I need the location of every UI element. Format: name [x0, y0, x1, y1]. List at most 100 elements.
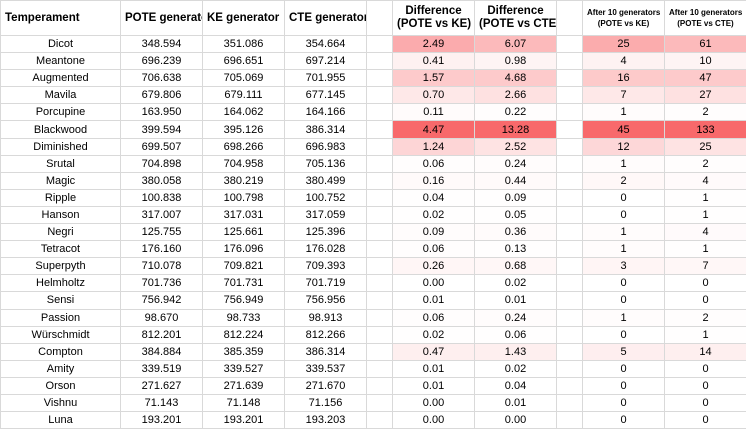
- cell-spacer-1[interactable]: [366, 137, 393, 156]
- cell-pote[interactable]: 710.078: [120, 257, 203, 276]
- cell-diff-cte[interactable]: 0.04: [474, 376, 557, 395]
- cell-spacer-2[interactable]: [556, 411, 583, 430]
- cell-cte[interactable]: 677.145: [284, 86, 367, 105]
- cell-spacer-2[interactable]: [556, 240, 583, 259]
- cell-ke[interactable]: 193.201: [202, 411, 285, 430]
- cell-diff-cte[interactable]: 0.01: [474, 291, 557, 310]
- cell-ke[interactable]: 705.069: [202, 69, 285, 88]
- cell-diff-cte[interactable]: 0.24: [474, 154, 557, 173]
- header-pote[interactable]: POTE generator: [120, 0, 203, 36]
- cell-cte[interactable]: 756.956: [284, 291, 367, 310]
- cell-cte[interactable]: 193.203: [284, 411, 367, 430]
- cell-diff-cte[interactable]: 13.28: [474, 120, 557, 139]
- cell-temperament[interactable]: Helmholtz: [0, 274, 121, 293]
- cell-diff-ke[interactable]: 0.47: [392, 342, 475, 361]
- cell-spacer-1[interactable]: [366, 52, 393, 71]
- cell-temperament[interactable]: Porcupine: [0, 103, 121, 122]
- cell-after-ke[interactable]: 1: [582, 240, 665, 259]
- cell-diff-cte[interactable]: 4.68: [474, 69, 557, 88]
- cell-after-cte[interactable]: 0: [664, 393, 746, 413]
- cell-temperament[interactable]: Passion: [0, 308, 121, 327]
- cell-diff-ke[interactable]: 0.00: [392, 411, 475, 430]
- cell-pote[interactable]: 706.638: [120, 69, 203, 88]
- cell-spacer-2[interactable]: [556, 86, 583, 105]
- cell-diff-cte[interactable]: 0.00: [474, 411, 557, 430]
- cell-ke[interactable]: 701.731: [202, 274, 285, 293]
- cell-pote[interactable]: 317.007: [120, 205, 203, 225]
- cell-ke[interactable]: 696.651: [202, 52, 285, 71]
- cell-pote[interactable]: 380.058: [120, 171, 203, 190]
- cell-spacer-2[interactable]: [556, 274, 583, 293]
- cell-ke[interactable]: 100.798: [202, 188, 285, 207]
- cell-ke[interactable]: 385.359: [202, 342, 285, 361]
- cell-after-cte[interactable]: 61: [664, 34, 746, 54]
- cell-cte[interactable]: 386.314: [284, 120, 367, 139]
- cell-diff-cte[interactable]: 2.66: [474, 86, 557, 105]
- cell-ke[interactable]: 271.639: [202, 376, 285, 395]
- cell-diff-cte[interactable]: 0.44: [474, 171, 557, 190]
- cell-cte[interactable]: 71.156: [284, 393, 367, 413]
- cell-after-cte[interactable]: 1: [664, 205, 746, 225]
- cell-spacer-1[interactable]: [366, 86, 393, 105]
- cell-after-ke[interactable]: 0: [582, 393, 665, 413]
- cell-ke[interactable]: 317.031: [202, 205, 285, 225]
- cell-pote[interactable]: 699.507: [120, 137, 203, 156]
- cell-cte[interactable]: 176.028: [284, 240, 367, 259]
- cell-temperament[interactable]: Würschmidt: [0, 325, 121, 344]
- cell-spacer-2[interactable]: [556, 69, 583, 88]
- cell-cte[interactable]: 696.983: [284, 137, 367, 156]
- cell-diff-cte[interactable]: 2.52: [474, 137, 557, 156]
- cell-after-ke[interactable]: 0: [582, 411, 665, 430]
- cell-pote[interactable]: 100.838: [120, 188, 203, 207]
- cell-pote[interactable]: 271.627: [120, 376, 203, 395]
- cell-diff-ke[interactable]: 0.09: [392, 223, 475, 242]
- cell-temperament[interactable]: Vishnu: [0, 393, 121, 413]
- cell-cte[interactable]: 339.537: [284, 359, 367, 378]
- cell-spacer-2[interactable]: [556, 120, 583, 139]
- cell-pote[interactable]: 348.594: [120, 34, 203, 54]
- cell-spacer-1[interactable]: [366, 411, 393, 430]
- cell-spacer-1[interactable]: [366, 257, 393, 276]
- cell-pote[interactable]: 812.201: [120, 325, 203, 344]
- cell-spacer-1[interactable]: [366, 103, 393, 122]
- cell-cte[interactable]: 701.719: [284, 274, 367, 293]
- cell-diff-ke[interactable]: 0.11: [392, 103, 475, 122]
- cell-after-ke[interactable]: 1: [582, 154, 665, 173]
- cell-pote[interactable]: 193.201: [120, 411, 203, 430]
- cell-spacer-2[interactable]: [556, 188, 583, 207]
- cell-diff-ke[interactable]: 0.00: [392, 274, 475, 293]
- cell-ke[interactable]: 71.148: [202, 393, 285, 413]
- cell-ke[interactable]: 704.958: [202, 154, 285, 173]
- cell-diff-ke[interactable]: 0.41: [392, 52, 475, 71]
- cell-ke[interactable]: 709.821: [202, 257, 285, 276]
- cell-diff-cte[interactable]: 1.43: [474, 342, 557, 361]
- cell-after-ke[interactable]: 45: [582, 120, 665, 139]
- cell-ke[interactable]: 164.062: [202, 103, 285, 122]
- cell-after-cte[interactable]: 14: [664, 342, 746, 361]
- cell-after-cte[interactable]: 0: [664, 274, 746, 293]
- cell-after-cte[interactable]: 0: [664, 291, 746, 310]
- cell-diff-ke[interactable]: 1.24: [392, 137, 475, 156]
- cell-after-ke[interactable]: 3: [582, 257, 665, 276]
- cell-after-cte[interactable]: 133: [664, 120, 746, 139]
- cell-spacer-2[interactable]: [556, 52, 583, 71]
- cell-after-ke[interactable]: 2: [582, 171, 665, 190]
- cell-after-ke[interactable]: 0: [582, 376, 665, 395]
- cell-ke[interactable]: 756.949: [202, 291, 285, 310]
- cell-pote[interactable]: 71.143: [120, 393, 203, 413]
- cell-spacer-2[interactable]: [556, 257, 583, 276]
- cell-spacer-1[interactable]: [366, 223, 393, 242]
- cell-diff-cte[interactable]: 0.05: [474, 205, 557, 225]
- cell-spacer-1[interactable]: [366, 188, 393, 207]
- cell-diff-cte[interactable]: 0.22: [474, 103, 557, 122]
- cell-pote[interactable]: 339.519: [120, 359, 203, 378]
- cell-diff-ke[interactable]: 0.06: [392, 308, 475, 327]
- cell-diff-cte[interactable]: 0.02: [474, 274, 557, 293]
- cell-temperament[interactable]: Ripple: [0, 188, 121, 207]
- cell-diff-cte[interactable]: 0.24: [474, 308, 557, 327]
- cell-ke[interactable]: 339.527: [202, 359, 285, 378]
- cell-cte[interactable]: 812.266: [284, 325, 367, 344]
- cell-temperament[interactable]: Sensi: [0, 291, 121, 310]
- cell-spacer-1[interactable]: [366, 69, 393, 88]
- cell-temperament[interactable]: Amity: [0, 359, 121, 378]
